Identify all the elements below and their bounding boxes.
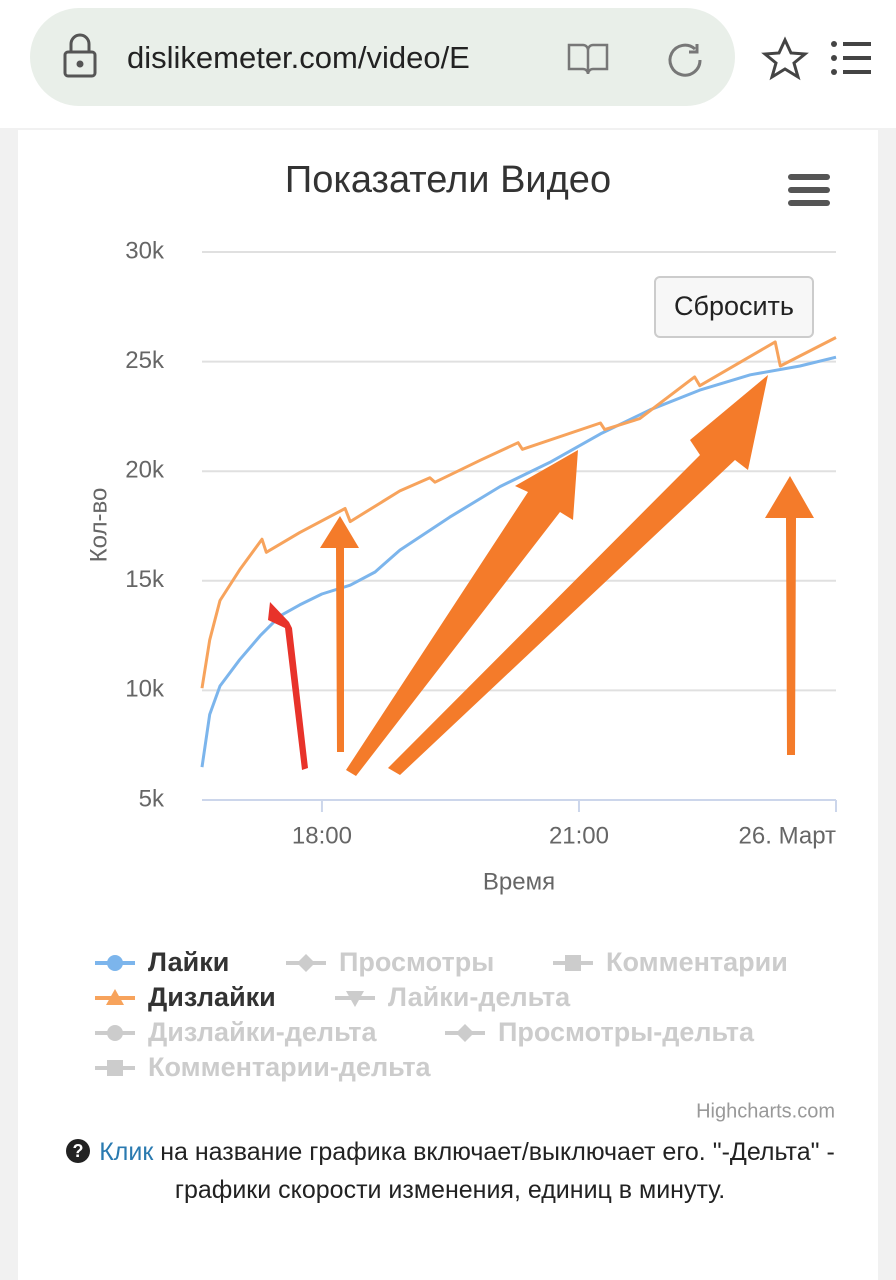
x-tick-label: 21:00: [549, 822, 609, 849]
x-tick-label: 26. Март: [739, 822, 836, 849]
lock-icon: [63, 33, 97, 78]
legend-label: Дизлайки-дельта: [148, 1017, 378, 1047]
y-tick-label: 25k: [125, 347, 165, 374]
series-line: [200, 355, 837, 768]
y-tick-label: 30k: [125, 237, 165, 264]
legend-marker: [106, 989, 124, 1005]
address-bar[interactable]: [30, 8, 735, 106]
legend-label: Дизлайки: [148, 982, 276, 1012]
series-line: [200, 336, 837, 689]
legend-item[interactable]: Дизлайки: [95, 982, 276, 1012]
legend-marker: [456, 1024, 474, 1042]
legend-label: Просмотры: [339, 947, 494, 977]
help-note: ? Клик на название графика включает/выклю…: [40, 1133, 860, 1209]
note-text: на название графика включает/выключает е…: [153, 1138, 835, 1204]
y-tick-label: 15k: [125, 566, 165, 593]
help-icon: ?: [66, 1139, 91, 1163]
menu-icon[interactable]: [831, 41, 871, 75]
legend-marker: [346, 991, 364, 1007]
chart-title: Показатели Видео: [285, 159, 611, 201]
x-tick-label: 18:00: [292, 822, 352, 849]
legend-item[interactable]: Просмотры: [286, 947, 494, 977]
legend-item[interactable]: Комментарии-дельта: [95, 1052, 432, 1082]
reload-icon[interactable]: [668, 43, 702, 77]
legend-item[interactable]: Лайки: [95, 947, 229, 977]
url[interactable]: dislikemeter.com/video/E: [127, 40, 470, 75]
legend-marker: [107, 955, 123, 971]
legend-label: Просмотры-дельта: [498, 1017, 755, 1047]
x-axis-label: Время: [483, 868, 555, 895]
legend-marker: [297, 954, 315, 972]
chart-menu[interactable]: [788, 174, 830, 206]
reset-button[interactable]: Сбросить: [654, 276, 814, 338]
legend-marker: [107, 1025, 123, 1041]
star-icon[interactable]: [761, 36, 809, 81]
legend: Лайки Просмотры Комментарии Дизлайки Лайки-д…: [95, 947, 788, 1082]
reader-icon[interactable]: [567, 43, 609, 75]
legend-label: Лайки-дельта: [388, 982, 571, 1012]
legend-label: Комментарии-дельта: [148, 1052, 432, 1082]
y-tick-label: 5k: [139, 785, 165, 812]
legend-marker: [107, 1060, 123, 1076]
legend-marker: [565, 955, 581, 971]
y-axis-label: Кол-во: [85, 488, 112, 563]
legend-item[interactable]: Просмотры-дельта: [445, 1017, 755, 1047]
annotation-arrows: [268, 375, 814, 776]
legend-item[interactable]: Комментарии: [553, 947, 788, 977]
toggle-link[interactable]: Клик: [99, 1138, 154, 1166]
plot: 5k 10k 15k 20k 25k 30k 18:00 21:00 26. Март: [125, 237, 837, 849]
reset-label[interactable]: Сбросить: [674, 291, 794, 321]
y-tick-label: 20k: [125, 457, 165, 484]
legend-label: Комментарии: [606, 947, 788, 977]
legend-item[interactable]: Дизлайки-дельта: [95, 1017, 378, 1047]
y-tick-label: 10k: [125, 676, 165, 703]
svg-text:?: ?: [73, 1141, 84, 1161]
legend-item[interactable]: Лайки-дельта: [335, 982, 571, 1012]
credits[interactable]: Highcharts.com: [696, 1100, 835, 1122]
legend-label: Лайки: [148, 947, 229, 977]
